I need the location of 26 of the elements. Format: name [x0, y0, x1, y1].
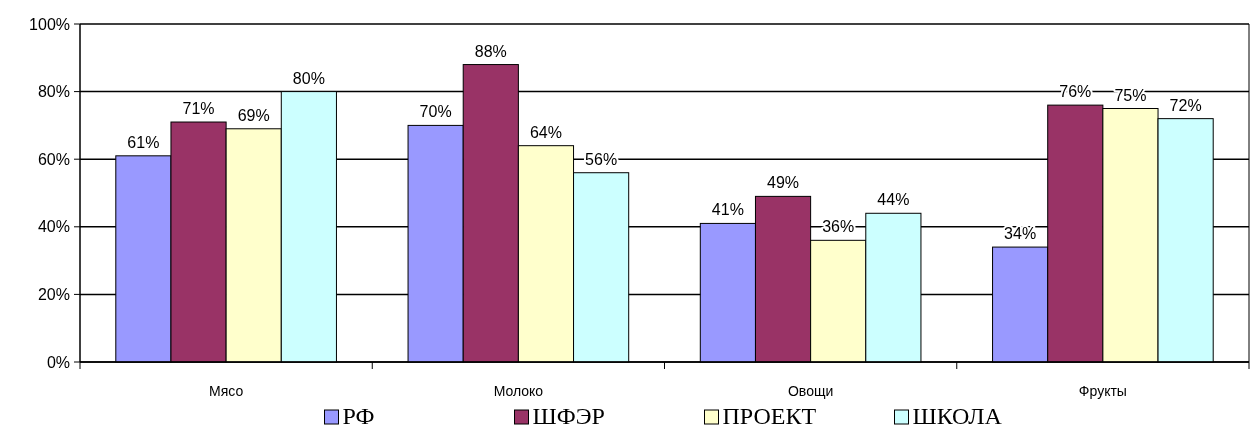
y-tick-label: 100%: [29, 15, 70, 33]
x-tick-label: Молоко: [493, 383, 544, 399]
legend-label: РФ: [342, 403, 375, 429]
data-label: 49%: [767, 174, 800, 192]
y-tick-label: 60%: [37, 150, 70, 168]
y-tick-label: 40%: [37, 218, 70, 236]
x-tick-label: Фрукты: [1078, 383, 1127, 399]
y-tick-label: 20%: [37, 286, 70, 303]
x-tick-label: Мясо: [209, 383, 244, 399]
data-label: 69%: [237, 106, 270, 124]
legend-label: ПРОЕКТ: [722, 403, 817, 429]
y-tick-label: 0%: [46, 353, 70, 371]
data-label: 88%: [474, 42, 507, 60]
data-label: 41%: [711, 201, 744, 219]
data-label: 44%: [877, 191, 910, 209]
data-label: 72%: [1169, 96, 1202, 114]
data-label: 71%: [182, 100, 215, 118]
data-label: 70%: [419, 103, 452, 121]
data-label: 80%: [292, 69, 325, 87]
legend-label: ШФЭР: [532, 403, 605, 429]
legend-label: ШКОЛА: [912, 403, 1003, 429]
data-label: 64%: [529, 123, 562, 141]
data-label: 61%: [127, 133, 160, 151]
y-tick-label: 80%: [37, 83, 70, 101]
x-tick-label: Овощи: [787, 383, 834, 399]
data-label: 34%: [1004, 225, 1037, 243]
